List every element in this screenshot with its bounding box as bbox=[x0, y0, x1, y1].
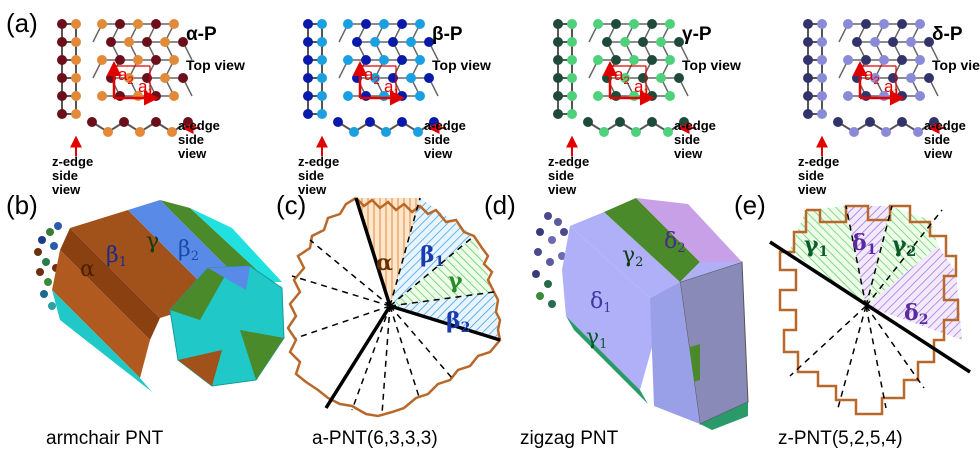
z-edge-label: side bbox=[798, 168, 824, 183]
z-edge-label: z-edge bbox=[798, 154, 839, 169]
phase-title: δ-P bbox=[932, 24, 963, 45]
tube-end-atoms bbox=[532, 212, 568, 308]
sector-beta2 bbox=[390, 292, 500, 340]
label-delta2: δ2 bbox=[664, 229, 686, 256]
sector-gamma bbox=[390, 236, 494, 306]
z-edge-chain bbox=[803, 19, 827, 119]
label-gamma2: γ2 bbox=[892, 232, 916, 260]
z-edge-label: z-edge bbox=[548, 154, 589, 169]
top-view-label: Top view bbox=[432, 57, 491, 73]
label-beta2: β2 bbox=[178, 237, 199, 264]
caption-b: armchair PNT bbox=[46, 428, 164, 449]
label-gamma2: γ2 bbox=[622, 243, 643, 270]
z-edge-chain bbox=[303, 19, 327, 119]
a-edge-label: view bbox=[674, 146, 703, 161]
z-edge-label: side bbox=[52, 168, 78, 183]
a-edge-label: view bbox=[424, 146, 453, 161]
dashed-dividers bbox=[789, 205, 943, 409]
top-view-label: Top view bbox=[682, 57, 741, 73]
armchair-tube: α β1 γ β2 bbox=[34, 200, 285, 392]
panel-a-label: (a) bbox=[6, 8, 38, 38]
label-gamma1: γ1 bbox=[586, 325, 607, 352]
stripe-delta1 bbox=[562, 226, 654, 390]
zigzag-tube: γ2 δ2 δ1 γ1 bbox=[532, 198, 749, 430]
z-edge-chain bbox=[57, 19, 81, 119]
label-beta1: β1 bbox=[420, 242, 444, 270]
top-view-label: Top view bbox=[932, 57, 980, 73]
z-edge-label: z-edge bbox=[298, 154, 339, 169]
a-edge-chain bbox=[583, 117, 689, 137]
tube-boundary bbox=[286, 196, 502, 418]
a-edge-label: view bbox=[924, 146, 953, 161]
stripe-delta2 bbox=[636, 198, 742, 262]
label-gamma1: γ1 bbox=[804, 232, 828, 260]
panel-d-label: (d) bbox=[484, 190, 516, 220]
sector-beta1 bbox=[390, 198, 474, 306]
z-edge-label: side bbox=[548, 168, 574, 183]
a-edge-label: a-edge bbox=[924, 118, 966, 133]
stripe-gamma2 bbox=[604, 198, 700, 282]
stripe-alpha bbox=[70, 210, 218, 318]
label-a2: a2 bbox=[614, 65, 630, 87]
z-edge-label: view bbox=[52, 182, 81, 197]
a-edge-label: side bbox=[674, 132, 700, 147]
stripe-gamma1 bbox=[566, 316, 648, 404]
z-edge-label: view bbox=[548, 182, 577, 197]
z-edge-label: side bbox=[298, 168, 324, 183]
panel-c-label: (c) bbox=[276, 190, 306, 220]
a-edge-label: side bbox=[178, 132, 204, 147]
label-beta1: β1 bbox=[106, 243, 127, 270]
label-delta1: δ1 bbox=[590, 289, 612, 316]
a-edge-label: a-edge bbox=[178, 118, 220, 133]
a-edge-chain bbox=[333, 117, 439, 137]
label-alpha: α bbox=[376, 250, 393, 276]
phase-title: β-P bbox=[432, 24, 463, 45]
label-alpha: α bbox=[80, 257, 95, 282]
sector-delta2 bbox=[866, 246, 962, 340]
a-edge-label: a-edge bbox=[674, 118, 716, 133]
stripe-beta2 bbox=[190, 208, 282, 282]
z-edge-chain bbox=[553, 19, 577, 119]
sector-gamma1 bbox=[790, 206, 866, 306]
label-beta2: β2 bbox=[446, 308, 470, 336]
label-gamma: γ bbox=[448, 268, 463, 294]
caption-e: z-PNT(5,2,5,4) bbox=[778, 428, 903, 449]
label-gamma: γ bbox=[146, 229, 159, 254]
a-edge-label: view bbox=[178, 146, 207, 161]
a-edge-label: side bbox=[924, 132, 950, 147]
sector-alpha bbox=[356, 198, 420, 306]
z-edge-label: view bbox=[798, 182, 827, 197]
label-delta1: δ1 bbox=[852, 230, 876, 258]
top-view-label: Top view bbox=[186, 57, 245, 73]
caption-c: a-PNT(6,3,3,3) bbox=[312, 428, 438, 449]
caption-d: zigzag PNT bbox=[520, 428, 619, 449]
label-a2: a2 bbox=[864, 65, 880, 87]
label-a2: a2 bbox=[118, 65, 134, 87]
sector-delta1 bbox=[846, 206, 890, 306]
a-edge-label: side bbox=[424, 132, 450, 147]
a-pnt-cross-section: α β1 γ β2 bbox=[286, 196, 502, 418]
panel-e-label: (e) bbox=[734, 190, 766, 220]
z-edge-label: z-edge bbox=[52, 154, 93, 169]
panel-b-label: (b) bbox=[6, 190, 38, 220]
z-pnt-cross-section: γ1 δ1 γ2 δ2 bbox=[769, 204, 971, 416]
z-edge-label: view bbox=[298, 182, 327, 197]
sector-gamma2 bbox=[866, 206, 938, 306]
dashed-dividers bbox=[291, 197, 495, 415]
top-view-lattice bbox=[588, 19, 689, 101]
a-edge-label: a-edge bbox=[424, 118, 466, 133]
label-delta2: δ2 bbox=[904, 300, 928, 328]
phase-title: α-P bbox=[186, 24, 217, 45]
label-a2: a2 bbox=[364, 65, 380, 87]
phase-title: γ-P bbox=[682, 24, 712, 45]
